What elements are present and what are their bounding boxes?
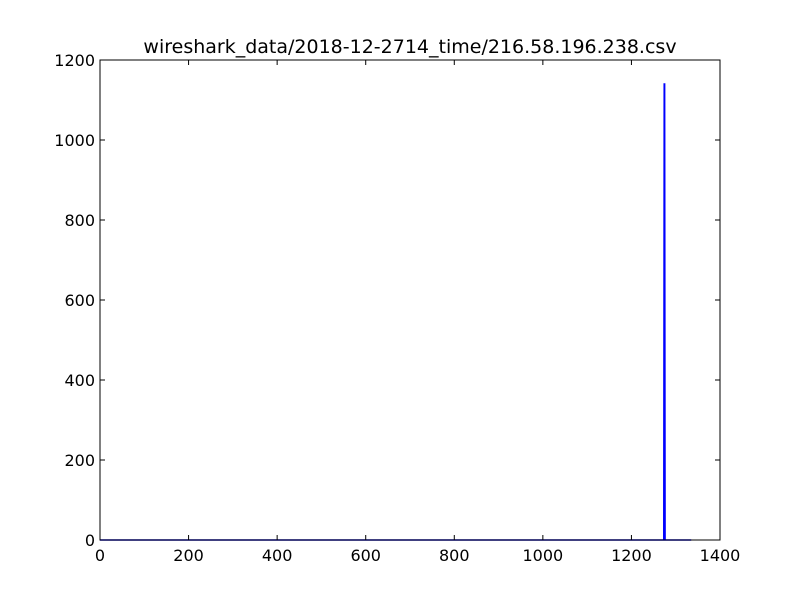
y-tick-label: 800 bbox=[64, 211, 95, 230]
x-tick-label: 1200 bbox=[611, 546, 652, 565]
x-tick-label: 800 bbox=[439, 546, 470, 565]
y-tick-label: 1000 bbox=[54, 131, 95, 150]
y-tick-label: 600 bbox=[64, 291, 95, 310]
chart-title: wireshark_data/2018-12-2714_time/216.58.… bbox=[143, 36, 676, 58]
y-tick-label: 200 bbox=[64, 451, 95, 470]
x-tick-label: 0 bbox=[95, 546, 105, 565]
series-layer bbox=[100, 83, 692, 541]
axes-frame bbox=[99, 59, 721, 541]
y-tick-label: 400 bbox=[64, 371, 95, 390]
x-tick-label: 600 bbox=[350, 546, 381, 565]
x-tick-label: 200 bbox=[173, 546, 204, 565]
series-line bbox=[100, 83, 692, 541]
y-tick-label: 0 bbox=[85, 531, 95, 550]
y-tick-label: 1200 bbox=[54, 51, 95, 70]
x-tick-label: 1000 bbox=[522, 546, 563, 565]
x-tick-label: 400 bbox=[262, 546, 293, 565]
ticks-layer: 0 200 400 600 800 1000 1200 1400 0 200 400 600 800 10… bbox=[54, 51, 740, 565]
x-tick-label: 1400 bbox=[700, 546, 741, 565]
